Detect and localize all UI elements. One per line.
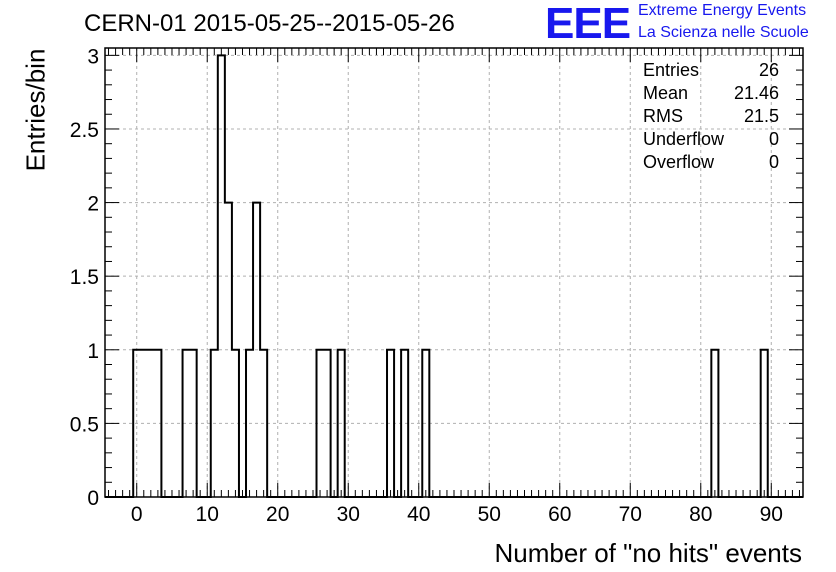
- stat-label: Underflow: [643, 129, 725, 149]
- y-tick-label: 3: [87, 45, 99, 68]
- stat-value: 21.46: [733, 83, 779, 103]
- plot-frame: [104, 47, 804, 498]
- chart-title: CERN-01 2015-05-25--2015-05-26: [84, 10, 455, 37]
- histogram-outline: [105, 54, 803, 498]
- x-tick-label: 80: [689, 503, 712, 526]
- x-tick-label: 50: [478, 503, 501, 526]
- stat-value: 0: [768, 129, 779, 149]
- x-tick-label: 30: [337, 503, 360, 526]
- x-tick-label: 40: [407, 503, 430, 526]
- stat-value: 21.5: [743, 106, 779, 126]
- y-tick-label: 2.5: [70, 119, 99, 142]
- logo-line-2: La Scienza nelle Scuole: [638, 24, 809, 41]
- stat-label: Overflow: [643, 152, 715, 172]
- x-tick-label: 90: [760, 503, 783, 526]
- logo-line-1: Extreme Energy Events: [638, 2, 807, 19]
- y-tick-label: 0: [87, 487, 99, 510]
- x-tick-label: 20: [266, 503, 289, 526]
- x-axis-label: Number of "no hits" events: [494, 538, 803, 568]
- stat-label: Entries: [643, 60, 700, 80]
- y-tick-label: 2: [87, 193, 99, 216]
- x-tick-label: 0: [131, 503, 143, 526]
- y-tick-label: 1: [87, 340, 99, 363]
- stat-label: Mean: [643, 83, 689, 103]
- stat-value: 0: [768, 152, 779, 172]
- y-tick-label: 0.5: [70, 413, 99, 436]
- stat-label: RMS: [643, 106, 683, 126]
- stat-value: 26: [758, 60, 779, 80]
- eee-logo-mark: EEE: [545, 0, 631, 48]
- x-tick-label: 60: [548, 503, 571, 526]
- x-tick-label: 70: [619, 503, 642, 526]
- x-tick-label: 10: [196, 503, 219, 526]
- y-tick-label: 1.5: [70, 266, 99, 289]
